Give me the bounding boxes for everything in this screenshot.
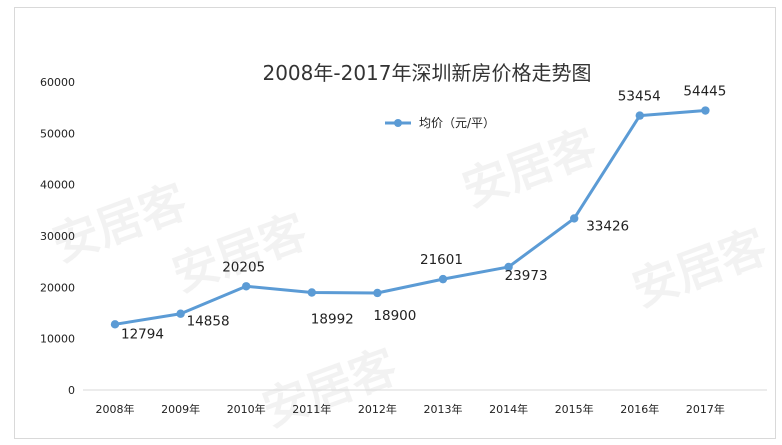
x-tick-label: 2016年 [620,402,659,416]
data-label: 18900 [373,308,416,324]
data-point [242,282,251,291]
data-label: 53454 [618,89,661,105]
legend-marker [394,119,402,127]
y-tick-label: 30000 [40,230,75,243]
data-label: 21601 [420,252,463,268]
data-label: 12794 [121,326,164,342]
watermark-text: 安居客 [625,219,773,317]
y-tick-label: 20000 [40,281,75,294]
data-point [438,274,448,284]
watermark-text: 安居客 [455,119,603,217]
plot-area: 12794 14858 20205 18992 18900 21601 23973 33426… [110,84,726,342]
data-label: 54445 [683,84,726,100]
y-tick-label: 60000 [40,76,75,89]
x-tick-label: 2010年 [227,402,266,416]
legend-label: 均价（元/平） [419,116,495,130]
x-tick-label: 2015年 [555,402,594,416]
chart-title: 2008年-2017年深圳新房价格走势图 [262,61,591,85]
x-tick-label: 2012年 [358,402,397,416]
x-tick-label: 2017年 [686,402,725,416]
data-label: 14858 [187,314,230,330]
y-tick-label: 10000 [40,333,75,346]
data-point [701,106,710,115]
data-label: 20205 [222,259,265,275]
data-label: 23973 [505,268,548,284]
legend: 均价（元/平） [385,116,495,130]
x-tick-label: 2009年 [161,402,200,416]
data-label: 18992 [311,312,354,328]
data-point [110,320,120,329]
watermark-text: 安居客 [255,339,403,437]
y-tick-label: 50000 [40,127,75,140]
data-point [504,262,513,272]
x-axis: 2008年 2009年 2010年 2011年 2012年 2013年 2014年 2015年… [83,389,767,416]
data-point [176,309,185,318]
data-label: 33426 [586,218,629,234]
y-tick-label: 40000 [40,179,75,192]
chart-frame: 安居客 安居客 安居客 安居客 安居客 2008年-2017年深圳新房价格走势图 均价（… [14,7,776,439]
y-tick-label: 0 [68,384,75,397]
x-tick-label: 2014年 [489,402,528,416]
y-axis: 0 10000 20000 30000 40000 50000 60000 [40,76,75,397]
data-point [635,111,644,120]
x-tick-label: 2008年 [96,402,135,416]
x-tick-label: 2013年 [424,402,463,416]
data-point [307,288,316,297]
x-tick-label: 2011年 [292,402,331,416]
data-point [373,288,382,298]
data-point [570,214,579,223]
series-line [113,109,707,326]
